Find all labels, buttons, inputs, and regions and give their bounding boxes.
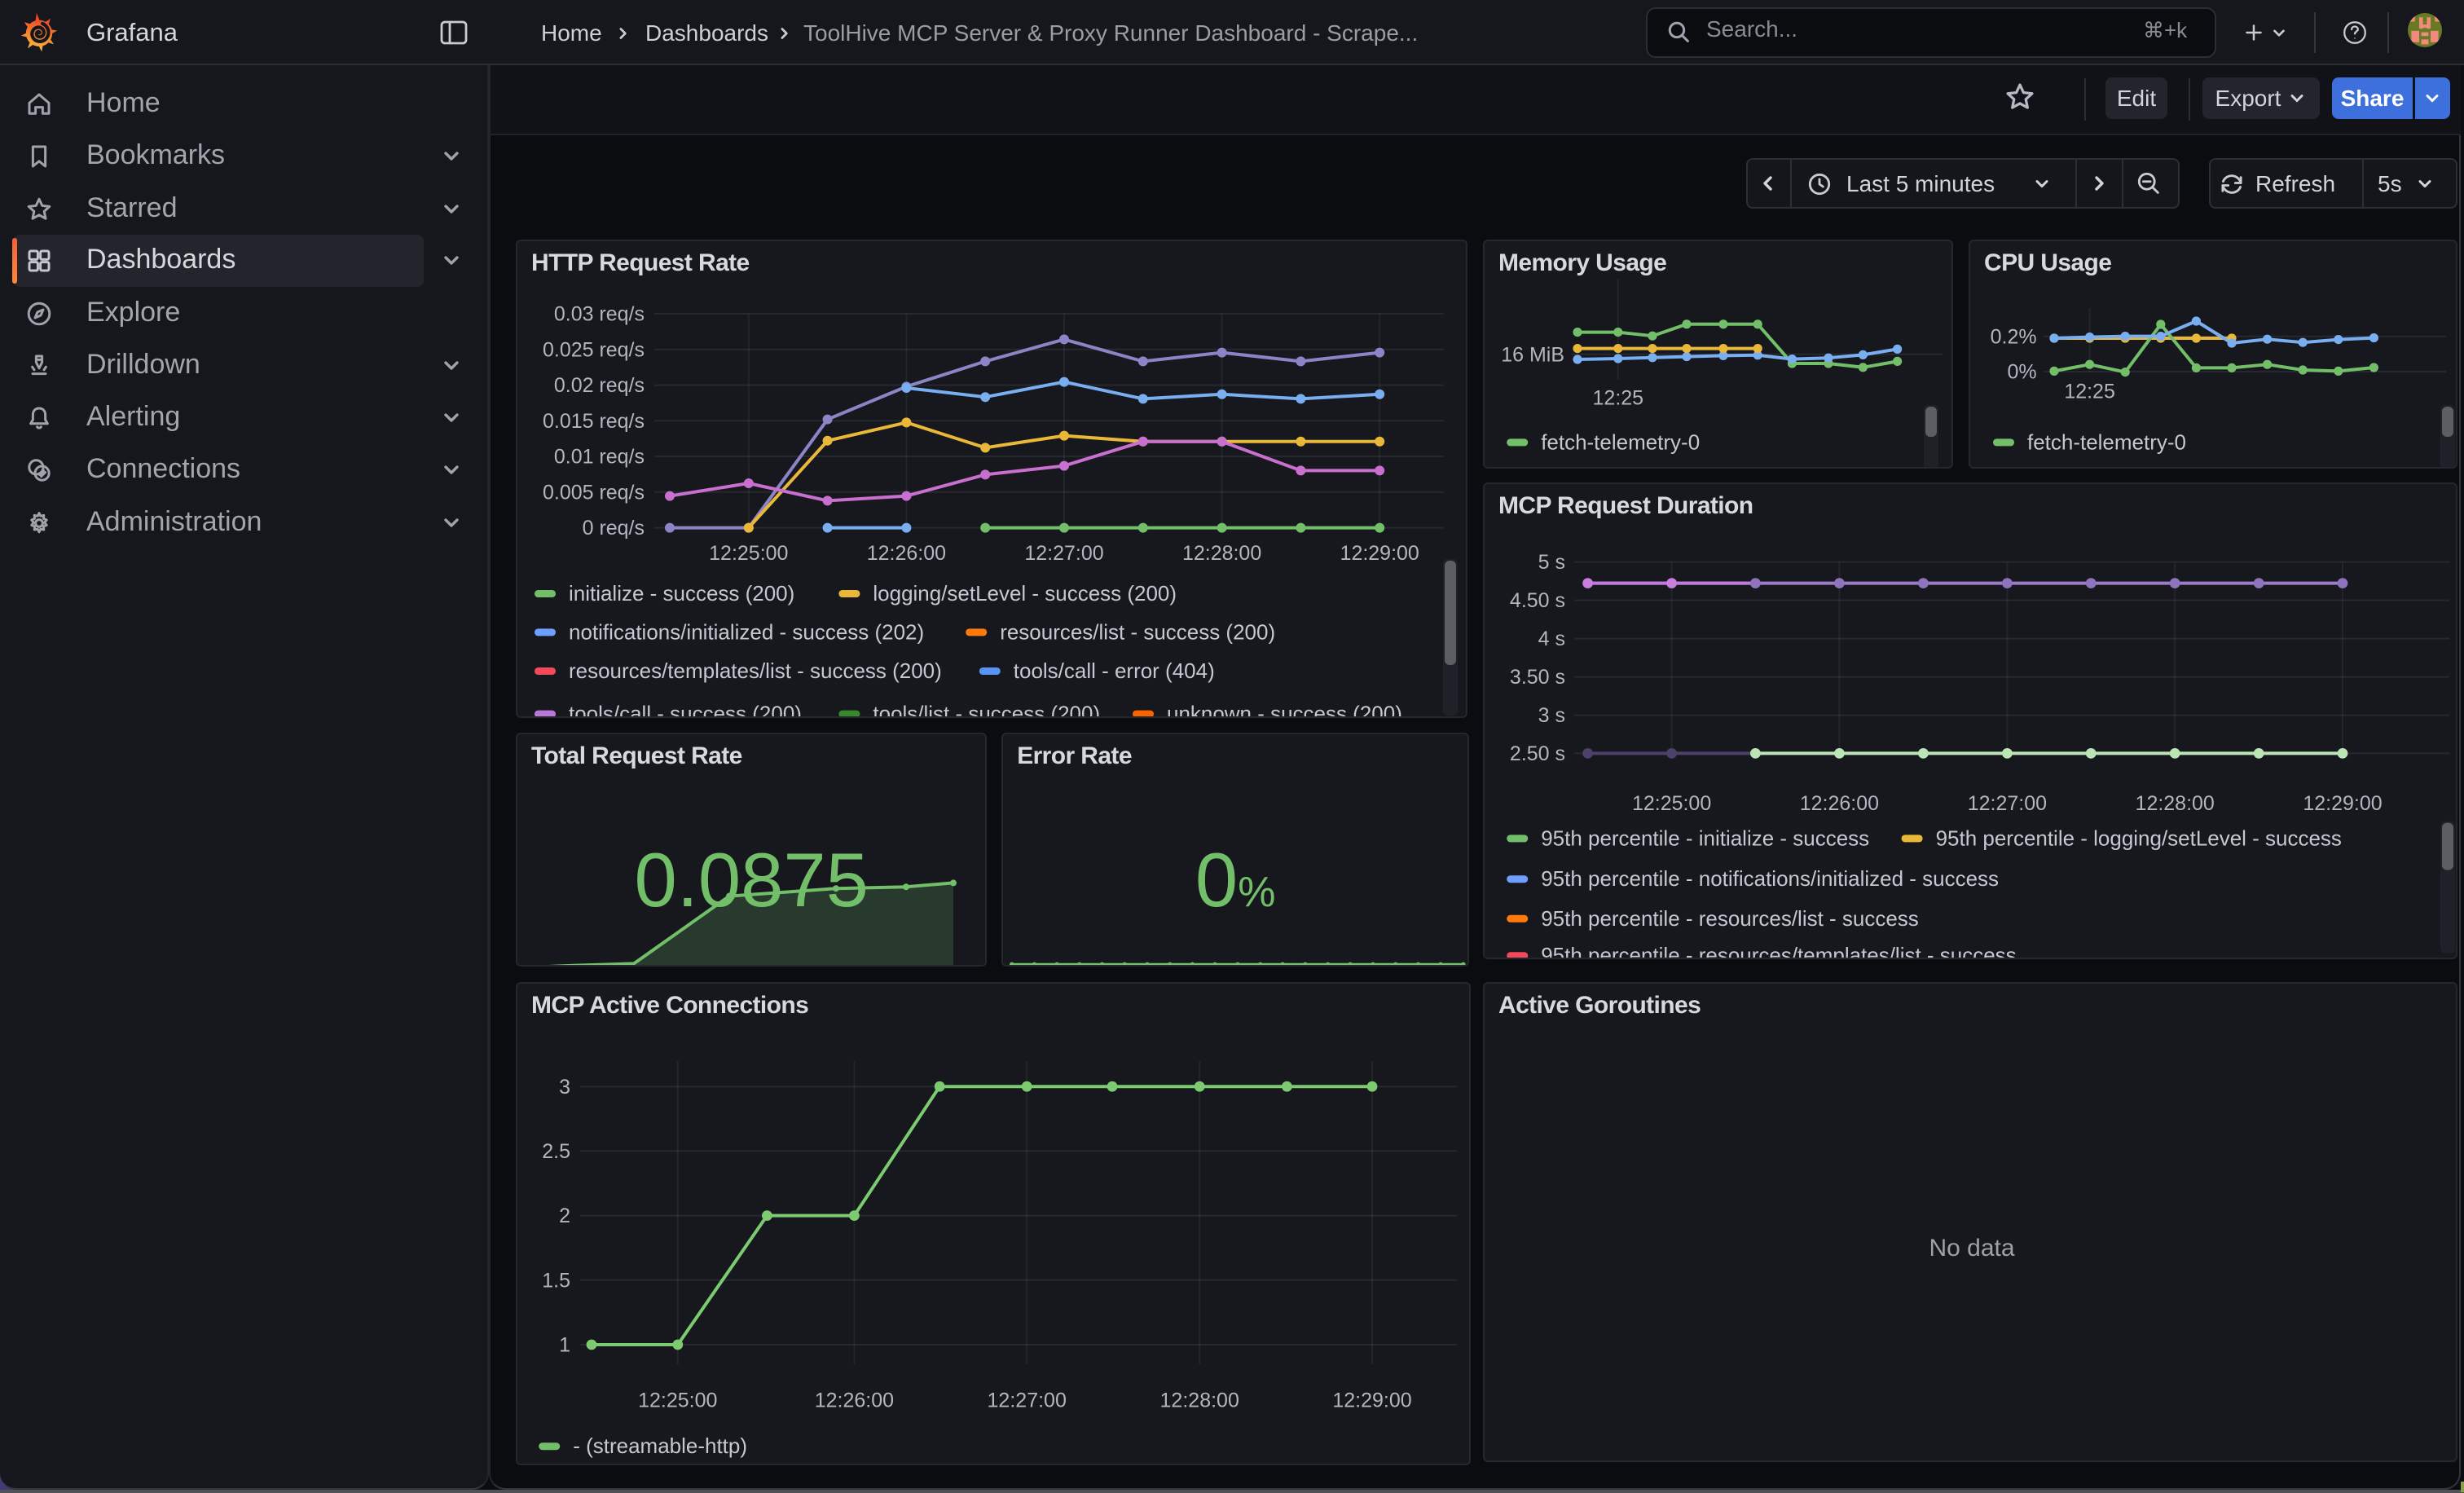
- svg-text:12:28:00: 12:28:00: [1160, 1390, 1239, 1412]
- svg-text:0%: 0%: [2007, 361, 2036, 384]
- svg-text:No data: No data: [1929, 1235, 2014, 1262]
- svg-text:12:27:00: 12:27:00: [988, 1390, 1067, 1412]
- svg-text:0 req/s: 0 req/s: [583, 517, 645, 540]
- svg-text:12:26:00: 12:26:00: [815, 1390, 894, 1412]
- svg-text:12:26:00: 12:26:00: [867, 542, 946, 565]
- svg-text:- (streamable-http): - (streamable-http): [573, 1434, 747, 1458]
- svg-text:2.5: 2.5: [542, 1140, 570, 1163]
- svg-text:resources/templates/list - suc: resources/templates/list - success (200): [569, 658, 942, 683]
- svg-text:12:27:00: 12:27:00: [1024, 542, 1103, 565]
- svg-text:12:27:00: 12:27:00: [1968, 793, 2047, 816]
- svg-text:0.01 req/s: 0.01 req/s: [554, 446, 645, 469]
- svg-text:1: 1: [559, 1334, 570, 1357]
- svg-text:1.5: 1.5: [542, 1269, 570, 1292]
- svg-text:12:28:00: 12:28:00: [2136, 793, 2215, 816]
- svg-text:16 MiB: 16 MiB: [1501, 343, 1564, 366]
- svg-text:3 s: 3 s: [1538, 705, 1565, 728]
- svg-text:5 s: 5 s: [1538, 552, 1565, 575]
- svg-text:12:25:00: 12:25:00: [709, 542, 788, 565]
- svg-text:0.025 req/s: 0.025 req/s: [543, 338, 645, 361]
- svg-text:0.02 req/s: 0.02 req/s: [554, 374, 645, 397]
- svg-text:initialize - success (200): initialize - success (200): [569, 581, 794, 606]
- svg-text:logging/setLevel - success (20: logging/setLevel - success (200): [873, 581, 1177, 606]
- svg-text:95th percentile - resources/te: 95th percentile - resources/templates/li…: [1541, 944, 2016, 959]
- svg-text:95th percentile - logging/setL: 95th percentile - logging/setLevel - suc…: [1936, 826, 2342, 851]
- svg-text:tools/call - error (404): tools/call - error (404): [1014, 658, 1215, 683]
- svg-text:12:26:00: 12:26:00: [1800, 793, 1879, 816]
- svg-text:0.015 req/s: 0.015 req/s: [543, 410, 645, 433]
- svg-text:notifications/initialized - su: notifications/initialized - success (202…: [569, 619, 924, 644]
- svg-text:tools/call - success (200): tools/call - success (200): [569, 702, 802, 719]
- svg-text:tools/list - success (200): tools/list - success (200): [873, 702, 1100, 719]
- svg-text:95th percentile - initialize -: 95th percentile - initialize - success: [1541, 826, 1869, 851]
- svg-text:95th percentile - resources/li: 95th percentile - resources/list - succe…: [1541, 906, 1919, 931]
- svg-text:12:29:00: 12:29:00: [1332, 1390, 1411, 1412]
- svg-text:2: 2: [559, 1205, 570, 1227]
- svg-text:12:25:00: 12:25:00: [1632, 793, 1711, 816]
- svg-text:0.2%: 0.2%: [1991, 325, 2037, 348]
- svg-text:4.50 s: 4.50 s: [1510, 590, 1565, 613]
- svg-text:12:25: 12:25: [2064, 381, 2115, 403]
- svg-text:fetch-telemetry-0: fetch-telemetry-0: [1541, 429, 1700, 454]
- svg-text:0.005 req/s: 0.005 req/s: [543, 481, 645, 504]
- svg-text:4 s: 4 s: [1538, 628, 1565, 651]
- svg-text:12:25:00: 12:25:00: [638, 1390, 717, 1412]
- svg-text:resources/list - success (200): resources/list - success (200): [1000, 619, 1275, 644]
- svg-text:12:28:00: 12:28:00: [1182, 542, 1261, 565]
- svg-text:fetch-telemetry-0: fetch-telemetry-0: [2027, 429, 2186, 454]
- svg-text:unknown - success (200): unknown - success (200): [1167, 702, 1402, 719]
- svg-text:95th percentile - notification: 95th percentile - notifications/initiali…: [1541, 867, 1999, 892]
- svg-text:3: 3: [559, 1076, 570, 1099]
- svg-text:12:25: 12:25: [1593, 387, 1644, 410]
- svg-text:12:29:00: 12:29:00: [2303, 793, 2382, 816]
- svg-text:12:29:00: 12:29:00: [1340, 542, 1419, 565]
- svg-text:2.50 s: 2.50 s: [1510, 742, 1565, 765]
- svg-text:0.03 req/s: 0.03 req/s: [554, 303, 645, 326]
- svg-text:3.50 s: 3.50 s: [1510, 667, 1565, 689]
